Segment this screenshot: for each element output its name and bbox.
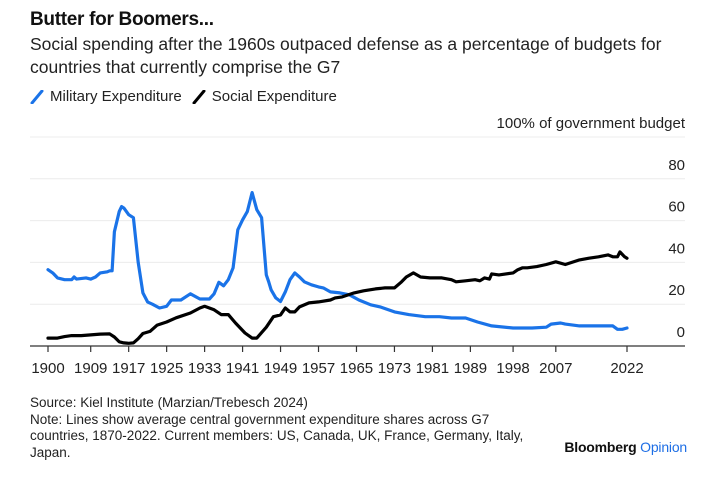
- social-line-swatch-icon: [192, 89, 206, 104]
- legend-label-social: Social Expenditure: [211, 88, 337, 105]
- x-tick-label: 1949: [264, 360, 297, 377]
- x-tick-label: 1965: [340, 360, 373, 377]
- military-line-swatch-icon: [30, 89, 44, 104]
- chart-footer: Source: Kiel Institute (Marzian/Trebesch…: [30, 395, 550, 461]
- chart-subtitle: Social spending after the 1960s outpaced…: [30, 34, 662, 77]
- legend: Military Expenditure Social Expenditure: [30, 88, 347, 105]
- bloomberg-opinion-logo: Bloomberg Opinion: [564, 439, 687, 455]
- x-tick-label: 1989: [454, 360, 487, 377]
- military-expenditure-line: [46, 191, 629, 331]
- x-tick-label: 1998: [496, 360, 529, 377]
- x-tick-label: 1941: [226, 360, 259, 377]
- x-axis: 1900 1909 1917 1925 1933 1941 1949 1957 1965 1973…: [30, 345, 685, 377]
- chart-title: Butter for Boomers...: [30, 9, 214, 30]
- x-tick-label: 1933: [188, 360, 221, 377]
- y-tick-label: 0: [677, 324, 685, 341]
- x-tick-label: 1957: [302, 360, 335, 377]
- legend-item-social: Social Expenditure: [192, 88, 337, 105]
- gridlines: [30, 136, 685, 305]
- x-tick-label: 2007: [539, 360, 572, 377]
- x-tick-label: 1973: [378, 360, 411, 377]
- y-tick-label: 20: [668, 282, 685, 299]
- brand-main: Bloomberg: [564, 439, 637, 455]
- x-tick-label: 1909: [74, 360, 107, 377]
- series-lines: [46, 191, 629, 345]
- y-axis-unit-label: 100% of government budget: [496, 115, 685, 132]
- y-tick-label: 80: [668, 157, 685, 174]
- y-tick-label: 60: [668, 199, 685, 216]
- x-tick-label: 1981: [416, 360, 449, 377]
- brand-accent: Opinion: [640, 439, 687, 455]
- y-tick-label: 40: [668, 240, 685, 257]
- x-tick-label: 1900: [31, 360, 64, 377]
- x-tick-label: 1925: [150, 360, 183, 377]
- x-tick-label: 1917: [112, 360, 145, 377]
- social-expenditure-line: [46, 250, 629, 345]
- legend-label-military: Military Expenditure: [50, 88, 182, 105]
- y-axis-labels: 0 20 40 60 80: [668, 157, 685, 341]
- source-text: Source: Kiel Institute (Marzian/Trebesch…: [30, 395, 308, 410]
- note-text: Note: Lines show average central governm…: [30, 411, 524, 460]
- legend-item-military: Military Expenditure: [30, 88, 182, 105]
- x-tick-label: 2022: [610, 360, 643, 377]
